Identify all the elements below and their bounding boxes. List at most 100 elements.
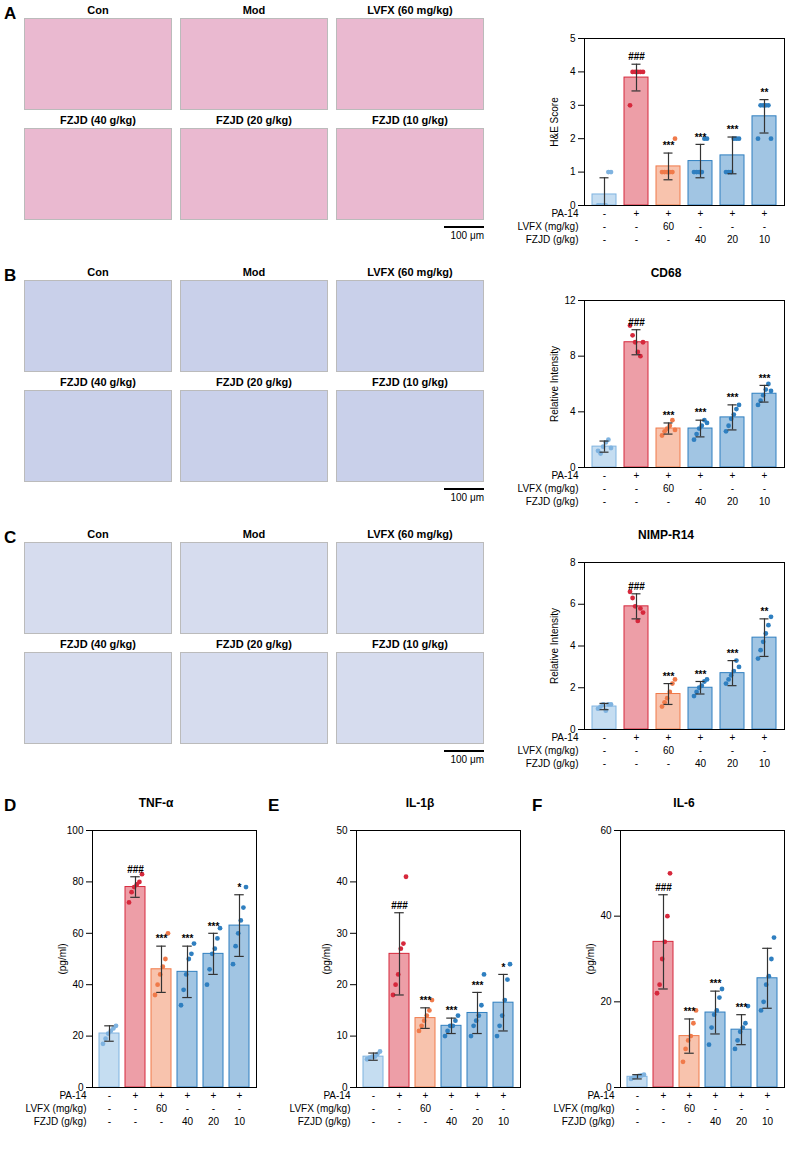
svg-text:***: *** bbox=[663, 140, 675, 151]
svg-text:-: - bbox=[714, 1103, 717, 1114]
svg-text:+: + bbox=[666, 470, 672, 481]
svg-text:***: *** bbox=[420, 995, 432, 1006]
svg-text:-: - bbox=[763, 221, 766, 232]
svg-text:***: *** bbox=[695, 669, 707, 680]
svg-text:-: - bbox=[238, 1103, 241, 1114]
svg-text:PA-14: PA-14 bbox=[551, 208, 578, 219]
svg-text:+: + bbox=[698, 732, 704, 743]
svg-text:FZJD (g/kg): FZJD (g/kg) bbox=[526, 758, 579, 769]
svg-text:40: 40 bbox=[336, 876, 348, 887]
svg-text:20: 20 bbox=[472, 1116, 484, 1127]
svg-text:10: 10 bbox=[498, 1116, 510, 1127]
svg-text:-: - bbox=[186, 1103, 189, 1114]
svg-text:-: - bbox=[662, 1116, 665, 1127]
svg-text:-: - bbox=[603, 732, 606, 743]
svg-text:+: + bbox=[762, 732, 768, 743]
svg-text:***: *** bbox=[727, 392, 739, 403]
svg-text:-: - bbox=[667, 758, 670, 769]
svg-text:+: + bbox=[713, 1090, 719, 1101]
svg-text:-: - bbox=[636, 1116, 639, 1127]
svg-text:-: - bbox=[635, 234, 638, 245]
svg-text:-: - bbox=[662, 1103, 665, 1114]
svg-text:-: - bbox=[667, 496, 670, 507]
svg-text:###: ### bbox=[127, 864, 144, 875]
svg-text:+: + bbox=[634, 208, 640, 219]
svg-text:4: 4 bbox=[570, 406, 576, 417]
svg-text:FZJD (g/kg): FZJD (g/kg) bbox=[562, 1116, 615, 1127]
svg-text:+: + bbox=[730, 208, 736, 219]
svg-text:LVFX (mg/kg): LVFX (mg/kg) bbox=[290, 1103, 351, 1114]
svg-text:10: 10 bbox=[336, 1030, 348, 1041]
svg-text:+: + bbox=[730, 470, 736, 481]
svg-text:-: - bbox=[450, 1103, 453, 1114]
svg-text:-: - bbox=[108, 1103, 111, 1114]
svg-text:-: - bbox=[603, 234, 606, 245]
svg-text:**: ** bbox=[761, 606, 769, 617]
svg-text:-: - bbox=[424, 1116, 427, 1127]
svg-text:50: 50 bbox=[336, 825, 348, 836]
svg-text:20: 20 bbox=[736, 1116, 748, 1127]
svg-text:+: + bbox=[739, 1090, 745, 1101]
svg-text:FZJD (g/kg): FZJD (g/kg) bbox=[526, 496, 579, 507]
svg-text:###: ### bbox=[628, 317, 645, 328]
svg-text:***: *** bbox=[156, 933, 168, 944]
svg-text:8: 8 bbox=[570, 350, 576, 361]
svg-text:***: *** bbox=[759, 373, 771, 384]
svg-text:20: 20 bbox=[727, 758, 739, 769]
svg-text:+: + bbox=[634, 732, 640, 743]
svg-text:-: - bbox=[731, 483, 734, 494]
svg-text:***: *** bbox=[446, 1005, 458, 1016]
svg-text:PA-14: PA-14 bbox=[587, 1090, 614, 1101]
svg-text:-: - bbox=[635, 221, 638, 232]
svg-text:-: - bbox=[134, 1103, 137, 1114]
svg-text:LVFX (mg/kg): LVFX (mg/kg) bbox=[26, 1103, 87, 1114]
svg-text:-: - bbox=[635, 483, 638, 494]
svg-text:-: - bbox=[635, 758, 638, 769]
svg-text:12: 12 bbox=[564, 295, 576, 306]
svg-text:***: *** bbox=[695, 132, 707, 143]
svg-text:***: *** bbox=[710, 978, 722, 989]
svg-text:-: - bbox=[740, 1103, 743, 1114]
svg-text:-: - bbox=[372, 1116, 375, 1127]
svg-text:-: - bbox=[699, 221, 702, 232]
svg-text:-: - bbox=[603, 483, 606, 494]
svg-text:5: 5 bbox=[570, 33, 576, 44]
svg-text:LVFX (mg/kg): LVFX (mg/kg) bbox=[554, 1103, 615, 1114]
svg-text:-: - bbox=[398, 1116, 401, 1127]
svg-text:60: 60 bbox=[156, 1103, 168, 1114]
svg-text:4: 4 bbox=[570, 66, 576, 77]
svg-text:-: - bbox=[731, 221, 734, 232]
svg-text:40: 40 bbox=[695, 234, 707, 245]
svg-text:20: 20 bbox=[600, 996, 612, 1007]
svg-text:-: - bbox=[398, 1103, 401, 1114]
svg-text:Relative Intensity: Relative Intensity bbox=[549, 346, 560, 422]
svg-text:-: - bbox=[134, 1116, 137, 1127]
svg-text:+: + bbox=[666, 732, 672, 743]
svg-text:10: 10 bbox=[759, 496, 771, 507]
svg-text:80: 80 bbox=[72, 876, 84, 887]
svg-text:***: *** bbox=[208, 921, 220, 932]
svg-text:-: - bbox=[688, 1116, 691, 1127]
svg-text:-: - bbox=[502, 1103, 505, 1114]
svg-text:10: 10 bbox=[234, 1116, 246, 1127]
svg-text:+: + bbox=[762, 208, 768, 219]
svg-text:40: 40 bbox=[446, 1116, 458, 1127]
svg-text:***: *** bbox=[736, 1002, 748, 1013]
svg-text:-: - bbox=[108, 1116, 111, 1127]
svg-text:**: ** bbox=[761, 87, 769, 98]
svg-text:-: - bbox=[636, 1103, 639, 1114]
svg-text:PA-14: PA-14 bbox=[551, 732, 578, 743]
svg-text:-: - bbox=[699, 483, 702, 494]
svg-text:LVFX (mg/kg): LVFX (mg/kg) bbox=[518, 483, 579, 494]
svg-text:LVFX (mg/kg): LVFX (mg/kg) bbox=[518, 221, 579, 232]
svg-text:+: + bbox=[698, 470, 704, 481]
svg-text:40: 40 bbox=[182, 1116, 194, 1127]
svg-text:40: 40 bbox=[695, 496, 707, 507]
svg-text:-: - bbox=[667, 234, 670, 245]
svg-text:***: *** bbox=[663, 410, 675, 421]
svg-text:10: 10 bbox=[759, 234, 771, 245]
svg-text:FZJD (g/kg): FZJD (g/kg) bbox=[34, 1116, 87, 1127]
svg-text:-: - bbox=[763, 745, 766, 756]
svg-text:+: + bbox=[698, 208, 704, 219]
svg-text:8: 8 bbox=[570, 557, 576, 568]
